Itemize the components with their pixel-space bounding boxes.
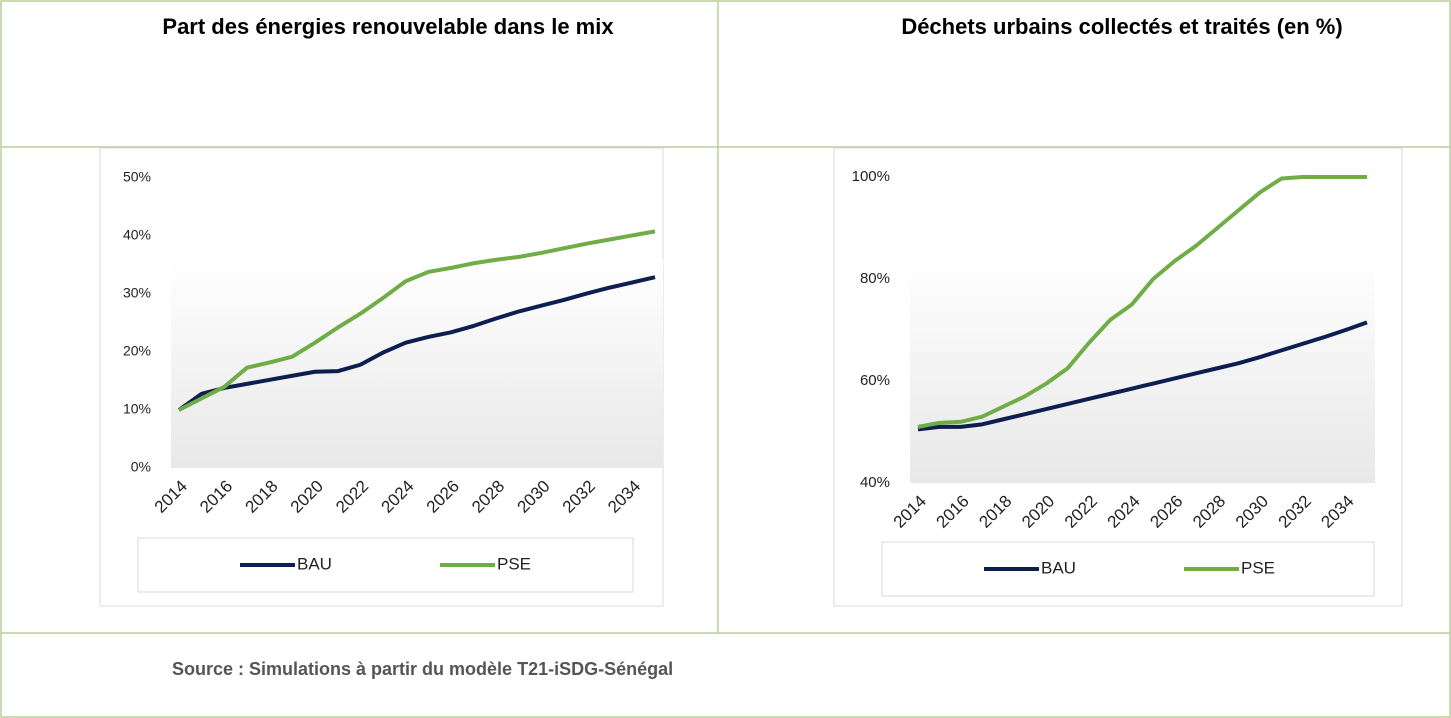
plot-area: [171, 258, 663, 468]
chart-title: Part des énergies renouvelable dans le m…: [162, 14, 614, 39]
y-tick-label: 30%: [123, 285, 151, 301]
y-tick-label: 20%: [123, 343, 151, 359]
series-line: [917, 320, 1368, 432]
y-tick-label: 50%: [123, 169, 151, 185]
series-line: [917, 175, 1367, 429]
series-line: [178, 229, 656, 412]
legend-box: [881, 541, 1375, 597]
y-tick-label: 80%: [860, 270, 890, 287]
legend-label: PSE: [497, 554, 531, 573]
y-tick-label: 100%: [852, 168, 890, 185]
y-tick-label: 0%: [131, 459, 151, 475]
y-tick-label: 40%: [123, 227, 151, 243]
source-note: Source : Simulations à partir du modèle …: [172, 659, 673, 679]
series-line: [177, 275, 656, 412]
y-tick-label: 40%: [860, 474, 890, 491]
legend-box: [137, 537, 634, 593]
legend-label: BAU: [1041, 558, 1076, 577]
legend-label: BAU: [297, 554, 332, 573]
chart-title: Déchets urbains collectés et traités (en…: [901, 14, 1342, 39]
y-tick-label: 60%: [860, 372, 890, 389]
legend-label: PSE: [1241, 558, 1275, 577]
y-tick-label: 10%: [123, 401, 151, 417]
